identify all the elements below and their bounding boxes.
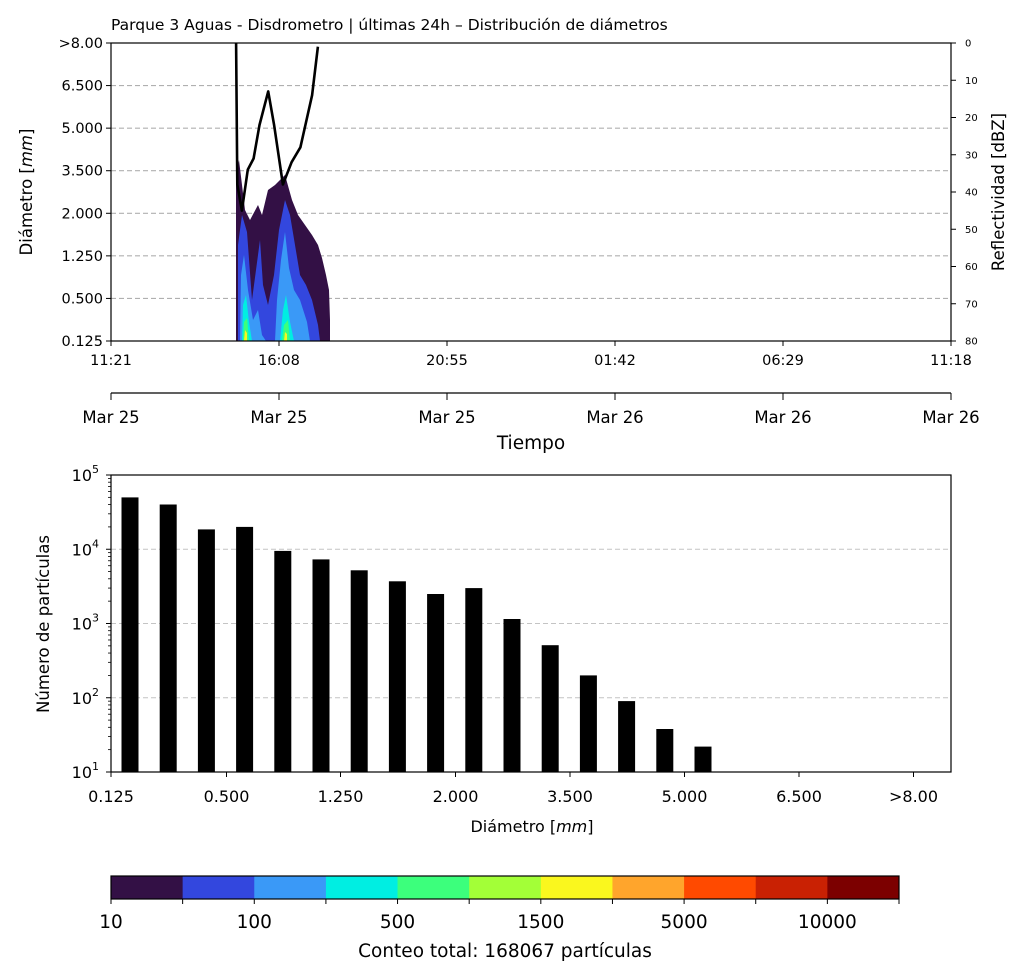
histogram-bar: [427, 594, 445, 772]
colorbar-cell: [254, 876, 327, 899]
histogram-y-tick-label: 101: [72, 760, 99, 782]
histogram-y-tick-label: 102: [72, 686, 99, 708]
date-tick-label: Mar 26: [586, 408, 643, 427]
colorbar-cell: [827, 876, 900, 899]
colorbar-tick-label: 5000: [661, 912, 708, 933]
histogram-bar: [694, 746, 712, 772]
histogram-y-tick-label: 104: [72, 537, 99, 559]
heatmap-y-tick-label: 5.000: [61, 121, 103, 137]
heatmap-y2-tick-label: 20: [965, 113, 978, 124]
heatmap-panel: Parque 3 Aguas - Disdrometro | últimas 2…: [17, 16, 1008, 454]
heatmap-y-tick-label: 2.000: [61, 206, 103, 222]
heatmap-y-ticks: 0.125 0.500 1.250 2.000 3.500 5.000 6.500 >8.00: [59, 36, 111, 350]
histogram-y-tick-label: 105: [72, 463, 99, 485]
heatmap-title: Parque 3 Aguas - Disdrometro | últimas 2…: [111, 16, 668, 34]
date-tick-label: Mar 25: [82, 408, 139, 427]
histogram-x-tick-label: 0.125: [88, 787, 134, 806]
colorbar-cells: [111, 876, 900, 899]
heatmap-y2label: Reflectividad [dBZ]: [989, 113, 1008, 271]
heatmap-y2-ticks: 0 10 20 30 40 50 60 70 80: [951, 39, 978, 348]
heatmap-y2-tick-label: 40: [965, 188, 978, 199]
histogram-bar: [541, 645, 559, 772]
heatmap-y-tick-label: 1.250: [61, 249, 103, 265]
colorbar-label: Conteo total: 168067 partículas: [358, 941, 652, 962]
heatmap-y2-tick-label: 70: [965, 299, 978, 310]
date-tick-label: Mar 26: [754, 408, 811, 427]
heatmap-y2-tick-label: 60: [965, 262, 978, 273]
histogram-bar: [197, 529, 215, 772]
histogram-bar: [121, 497, 139, 772]
colorbar-cell: [540, 876, 613, 899]
histogram-bar: [503, 619, 521, 772]
date-axis-label: Tiempo: [496, 433, 565, 454]
colorbar-tick-label: 100: [237, 912, 272, 933]
heatmap-y-tick-label: >8.00: [59, 36, 103, 52]
date-tick-label: Mar 25: [250, 408, 307, 427]
histogram-ylabel: Número de partículas: [34, 535, 53, 713]
heatmap-y2-tick-label: 80: [965, 337, 978, 348]
heatmap-time-tick-label: 20:55: [426, 353, 468, 369]
colorbar-tick-label: 10: [99, 912, 123, 933]
date-axis-ticks: Mar 25 Mar 25 Mar 25 Mar 26 Mar 26 Mar 26: [82, 393, 980, 427]
colorbar-cell: [612, 876, 685, 899]
colorbar-tick-label: 500: [380, 912, 415, 933]
histogram-bars: [121, 497, 712, 772]
histogram-bar: [465, 588, 483, 772]
histogram-bar: [312, 559, 330, 772]
heatmap-time-tick-label: 11:21: [90, 353, 132, 369]
histogram-x-tick-label: 1.250: [318, 787, 364, 806]
date-tick-label: Mar 25: [418, 408, 475, 427]
histogram-bar: [618, 701, 636, 772]
histogram-x-tick-label: 2.000: [433, 787, 479, 806]
colorbar-cell: [755, 876, 828, 899]
colorbar-tick-label: 1500: [517, 912, 564, 933]
histogram-y-tick-label: 103: [72, 612, 99, 634]
heat-region-lightblue: [240, 232, 310, 341]
heatmap-y2-tick-label: 50: [965, 225, 978, 236]
histogram-x-tick-label: 3.500: [547, 787, 593, 806]
histogram-panel: 101 102 103 104 105 0.125 0.500 1.250 2.000 3.50…: [34, 463, 952, 836]
histogram-bar: [236, 526, 254, 772]
reflectivity-line: [234, 42, 320, 212]
colorbar-cell: [684, 876, 757, 899]
histogram-bar: [159, 504, 177, 772]
histogram-bar: [274, 550, 292, 772]
colorbar-tick-label: 10000: [798, 912, 857, 933]
histogram-x-tick-label: 5.000: [662, 787, 708, 806]
heatmap-y2-tick-label: 0: [965, 39, 971, 50]
histogram-bar: [656, 729, 674, 772]
colorbar: 10 100 500 1500 5000 10000 Conteo total: 1680…: [99, 875, 900, 962]
colorbar-cell: [397, 876, 470, 899]
histogram-bar: [579, 675, 597, 772]
histogram-xlabel: Diámetro [mm]: [470, 817, 593, 836]
heatmap-y-tick-label: 0.500: [61, 291, 103, 307]
heatmap-time-tick-label: 11:18: [930, 353, 972, 369]
heatmap-cells: [236, 160, 330, 341]
histogram-x-tick-label: 6.500: [776, 787, 822, 806]
colorbar-ticks: 10 100 500 1500 5000 10000: [99, 899, 900, 933]
heatmap-ylabel: Diámetro [mm]: [17, 129, 36, 256]
histogram-x-tick-label: >8.00: [889, 787, 938, 806]
heatmap-time-ticks: 11:21 16:08 20:55 01:42 06:29 11:18: [90, 341, 972, 369]
heatmap-time-tick-label: 16:08: [258, 353, 300, 369]
colorbar-cell: [182, 876, 255, 899]
histogram-x-tick-label: 0.500: [204, 787, 250, 806]
heatmap-time-tick-label: 01:42: [594, 353, 636, 369]
heatmap-time-tick-label: 06:29: [762, 353, 804, 369]
histogram-bar: [350, 570, 368, 772]
colorbar-frame: [110, 875, 900, 900]
heatmap-y2-tick-label: 10: [965, 76, 978, 87]
heatmap-y-tick-label: 6.500: [61, 79, 103, 95]
histogram-x-ticks: 0.125 0.500 1.250 2.000 3.500 5.000 6.500 >8.00: [88, 772, 938, 806]
colorbar-cell: [325, 876, 399, 899]
date-tick-label: Mar 26: [922, 408, 979, 427]
colorbar-cell: [469, 876, 542, 899]
histogram-bar: [388, 581, 406, 772]
colorbar-cell: [111, 876, 184, 899]
histogram-y-ticks: 101 102 103 104 105: [72, 463, 111, 782]
heatmap-y-tick-label: 0.125: [61, 334, 103, 350]
heatmap-y-tick-label: 3.500: [61, 164, 103, 180]
heatmap-y2-tick-label: 30: [965, 150, 978, 161]
